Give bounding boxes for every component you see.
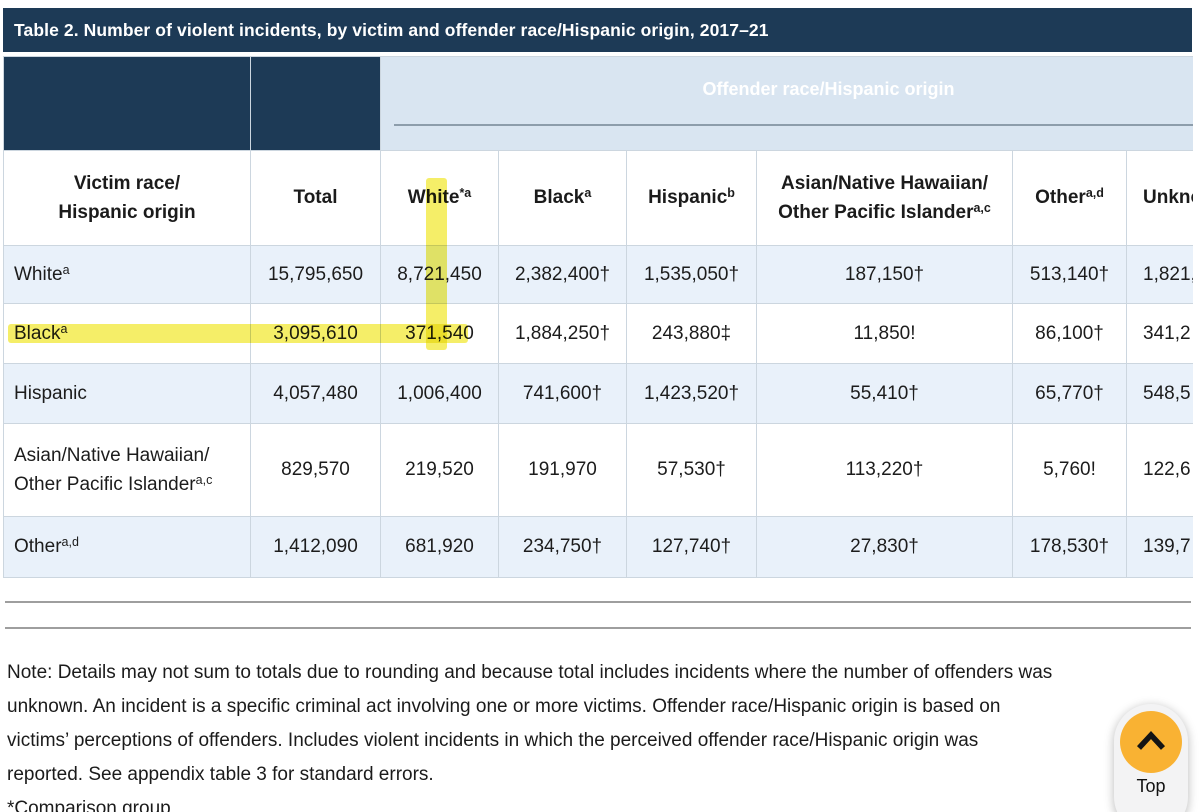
col-header-black: Blacka [498, 150, 627, 246]
cell-black-hispanic: 243,880‡ [626, 303, 757, 364]
cell-hispanic-unknown: 548,5 [1125, 363, 1193, 424]
cell-asian-white: 219,520 [380, 423, 499, 517]
row-label-white: Whitea [3, 245, 251, 304]
cell-asian-unknown: 122,6 [1125, 423, 1193, 517]
back-to-top-button[interactable]: Top [1114, 704, 1188, 812]
col-header-total: Total [250, 150, 381, 246]
cell-white-black: 2,382,400† [498, 245, 627, 304]
cell-other-asian: 27,830† [756, 516, 1013, 578]
table-title: Table 2. Number of violent incidents, by… [14, 19, 769, 40]
cell-other-unknown: 139,7 [1125, 516, 1193, 578]
cell-black-other: 86,100† [1012, 303, 1127, 364]
cell-white-unknown: 1,821, [1125, 245, 1193, 304]
cell-hispanic-white: 1,006,400 [380, 363, 499, 424]
divider [5, 627, 1191, 629]
offender-span-header: Offender race/Hispanic origin [702, 79, 955, 99]
row-label-hispanic: Hispanic [3, 363, 251, 424]
cell-asian-black: 191,970 [498, 423, 627, 517]
highlight-marker-horizontal [8, 324, 468, 343]
cell-hispanic-other: 65,770† [1012, 363, 1127, 424]
top-button-label: Top [1136, 776, 1166, 796]
cell-hispanic-black: 741,600† [498, 363, 627, 424]
cell-asian-hispanic: 57,530† [626, 423, 757, 517]
corner-cell-total [250, 56, 381, 151]
col-header-asian: Asian/Native Hawaiian/ Other Pacific Isl… [756, 150, 1013, 246]
cell-other-black: 234,750† [498, 516, 627, 578]
cell-black-black: 1,884,250† [498, 303, 627, 364]
data-table: Offender race/Hispanic origin Victim rac… [3, 56, 1193, 578]
cell-asian-other: 5,760! [1012, 423, 1127, 517]
col-header-other: Othera,d [1012, 150, 1127, 246]
col-header-unknown: Unknown [1125, 150, 1193, 246]
cell-black-unknown: 341,2 [1125, 303, 1193, 364]
cell-hispanic-asian: 55,410† [756, 363, 1013, 424]
row-label-asian: Asian/Native Hawaiian/ Other Pacific Isl… [3, 423, 251, 517]
cell-other-hispanic: 127,740† [626, 516, 757, 578]
table-title-bar: Table 2. Number of violent incidents, by… [3, 8, 1192, 52]
cell-other-white: 681,920 [380, 516, 499, 578]
span-header-row: Offender race/Hispanic origin [3, 56, 1193, 151]
offender-span-header-cell: Offender race/Hispanic origin [379, 56, 1193, 151]
table-row-white: Whitea 15,795,650 8,721,450 2,382,400† 1… [3, 245, 1193, 304]
table-row-asian: Asian/Native Hawaiian/ Other Pacific Isl… [3, 423, 1193, 517]
span-header-underline [394, 124, 1193, 126]
cell-black-asian: 11,850! [756, 303, 1013, 364]
cell-white-total: 15,795,650 [250, 245, 381, 304]
cell-white-hispanic: 1,535,050† [626, 245, 757, 304]
cell-white-other: 513,140† [1012, 245, 1127, 304]
divider [5, 601, 1191, 603]
chevron-up-icon [1120, 711, 1182, 773]
comparison-group-footnote: *Comparison group [7, 798, 171, 812]
cell-asian-total: 829,570 [250, 423, 381, 517]
column-header-row: Victim race/Hispanic origin Total White*… [3, 150, 1193, 246]
cell-asian-asian: 113,220† [756, 423, 1013, 517]
data-table-wrapper: Offender race/Hispanic origin Victim rac… [3, 56, 1193, 578]
col-header-victim: Victim race/Hispanic origin [3, 150, 251, 246]
corner-cell-victim [3, 56, 251, 151]
cell-other-total: 1,412,090 [250, 516, 381, 578]
cell-other-other: 178,530† [1012, 516, 1127, 578]
table-note: Note: Details may not sum to totals due … [7, 662, 1053, 785]
cell-hispanic-total: 4,057,480 [250, 363, 381, 424]
table-row-other: Othera,d 1,412,090 681,920 234,750† 127,… [3, 516, 1193, 578]
cell-white-asian: 187,150† [756, 245, 1013, 304]
row-label-other: Othera,d [3, 516, 251, 578]
col-header-hispanic: Hispanicb [626, 150, 757, 246]
highlight-marker-vertical [426, 178, 447, 350]
table-row-hispanic: Hispanic 4,057,480 1,006,400 741,600† 1,… [3, 363, 1193, 424]
cell-hispanic-hispanic: 1,423,520† [626, 363, 757, 424]
